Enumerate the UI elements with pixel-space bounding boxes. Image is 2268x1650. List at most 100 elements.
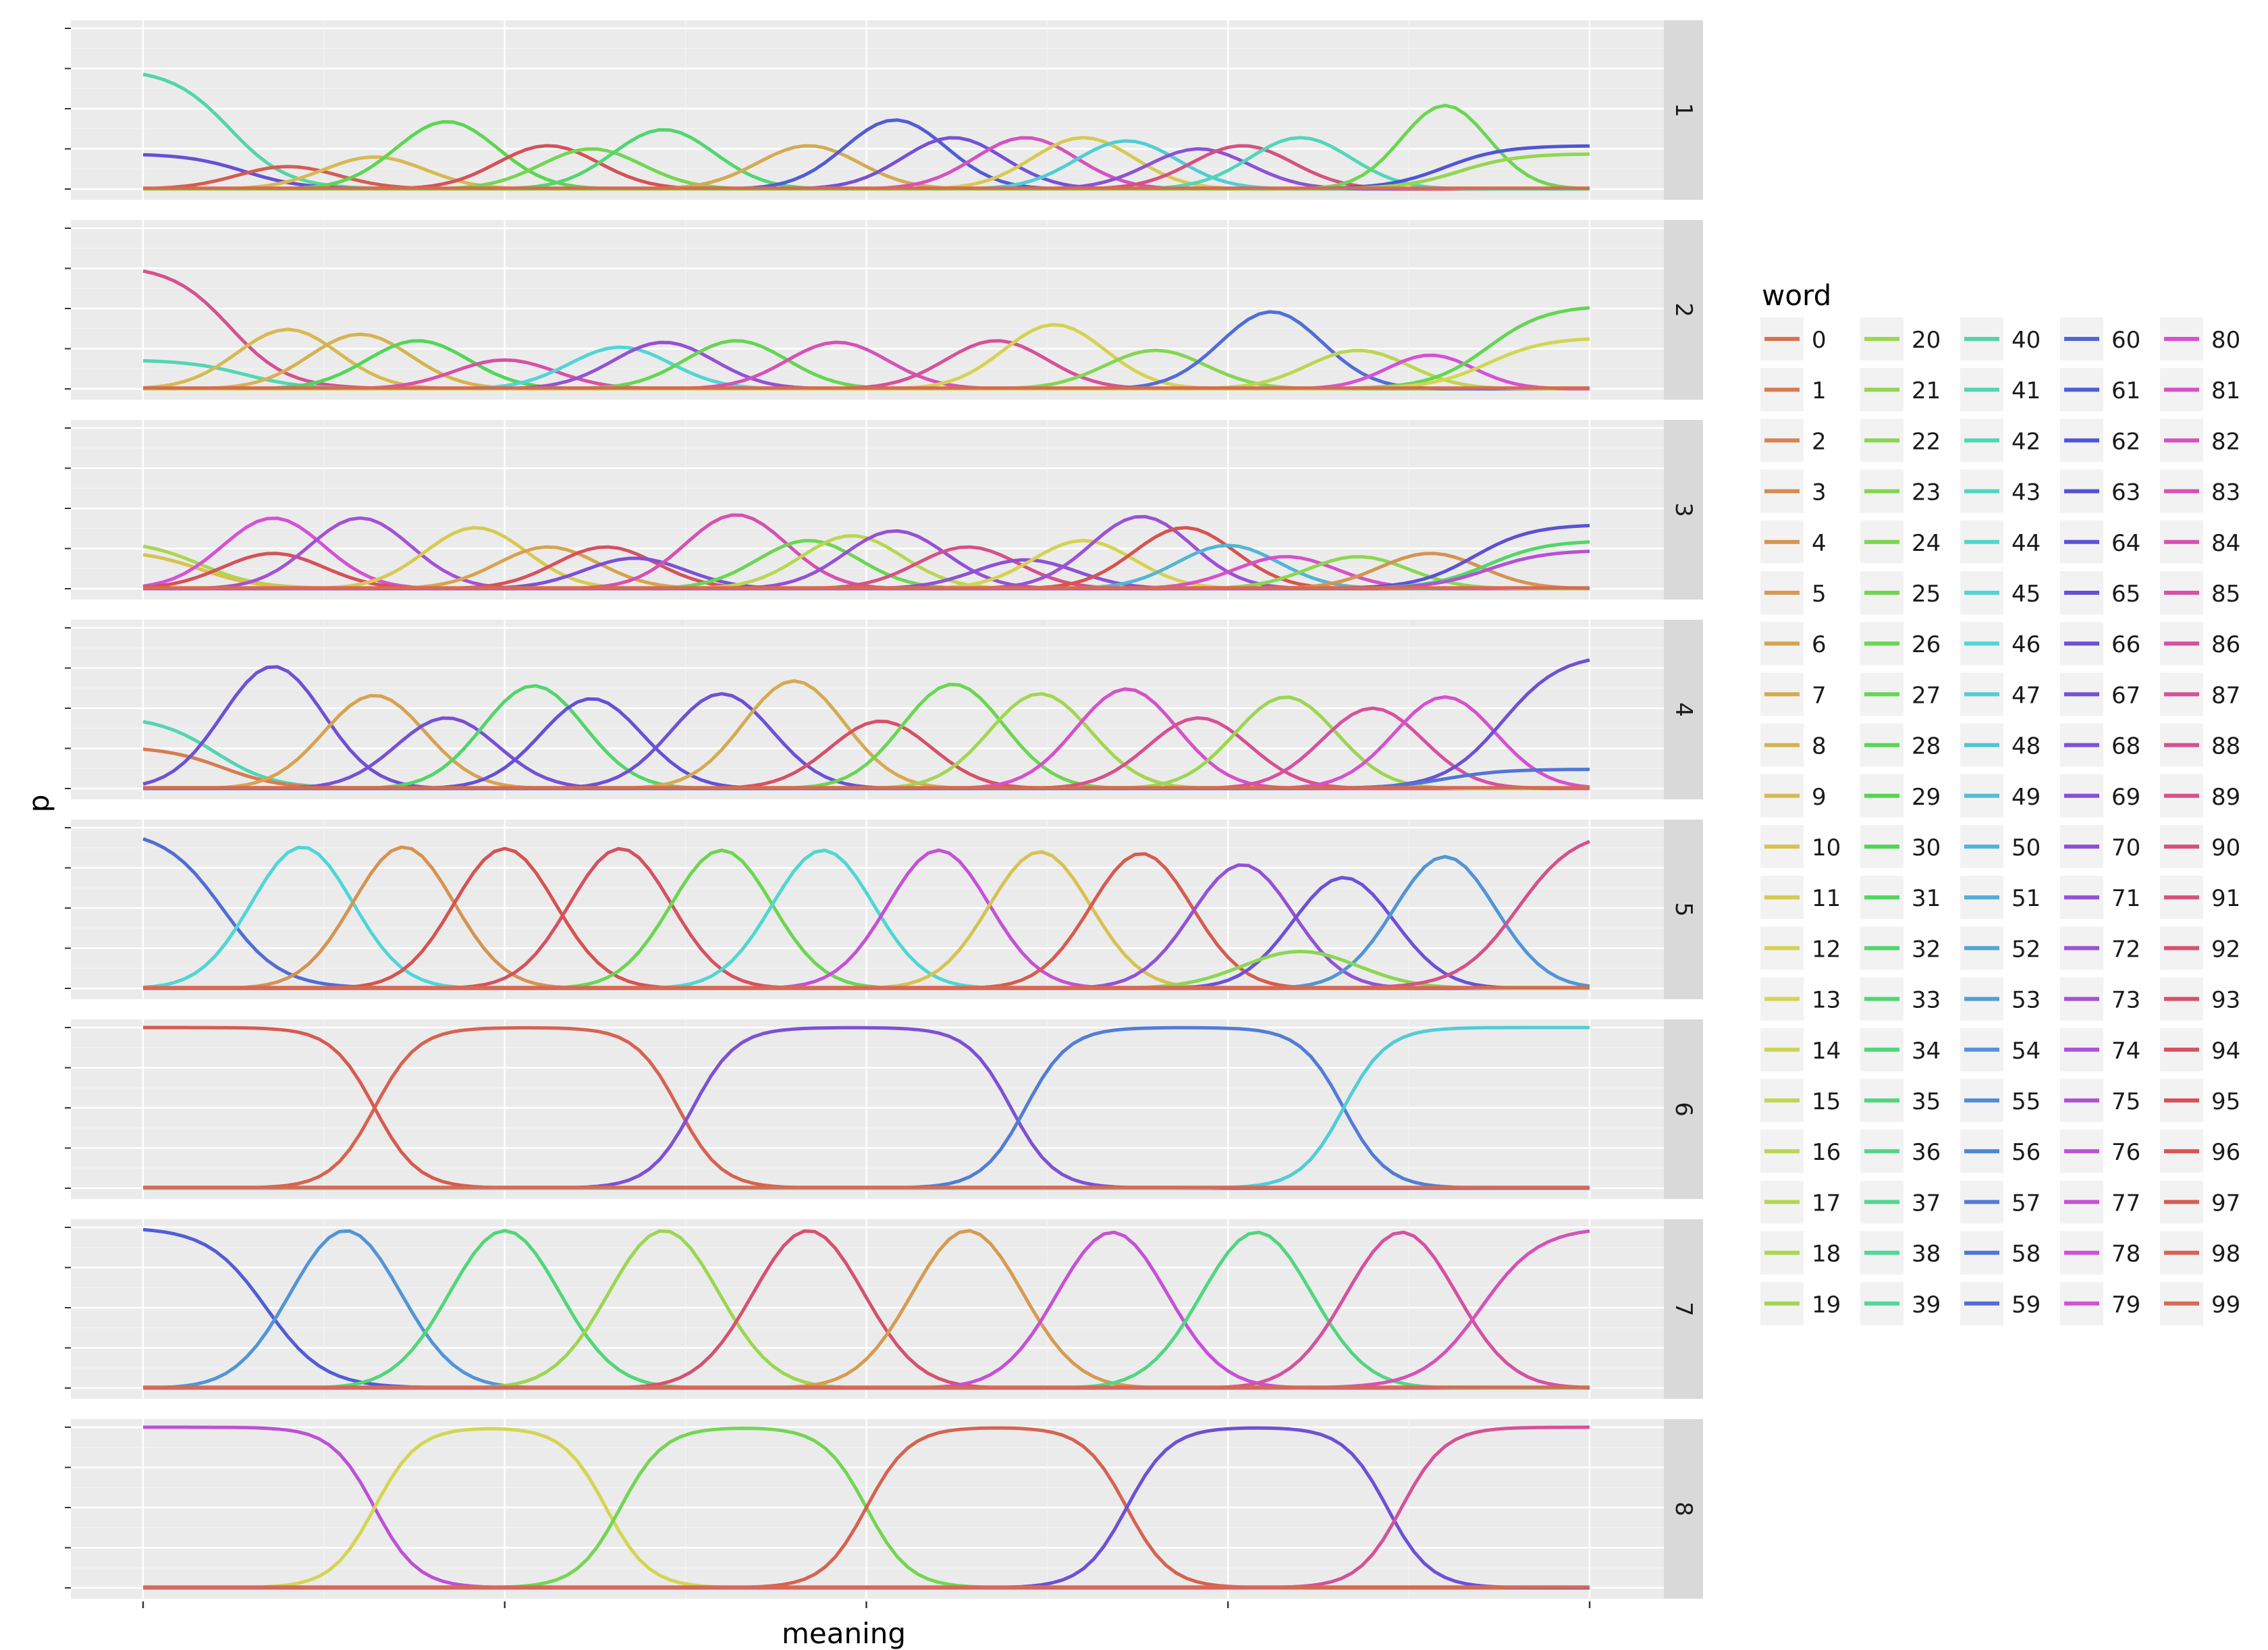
legend-item: 53 bbox=[1960, 977, 2041, 1021]
legend-label: 67 bbox=[2111, 682, 2140, 709]
legend-item: 79 bbox=[2060, 1281, 2140, 1325]
legend-label: 63 bbox=[2111, 479, 2140, 506]
legend-item: 25 bbox=[1860, 571, 1941, 614]
legend-item: 23 bbox=[1860, 469, 1941, 513]
legend-label: 57 bbox=[2012, 1190, 2041, 1217]
legend-label: 0 bbox=[1812, 327, 1827, 354]
legend-item: 50 bbox=[1960, 825, 2041, 868]
legend-label: 77 bbox=[2111, 1190, 2140, 1217]
legend-label: 76 bbox=[2111, 1139, 2140, 1166]
legend-item: 72 bbox=[2060, 926, 2140, 970]
legend-label: 54 bbox=[2012, 1038, 2041, 1065]
legend-item: 26 bbox=[1860, 622, 1941, 666]
legend-label: 99 bbox=[2211, 1292, 2240, 1319]
legend-item: 54 bbox=[1960, 1028, 2041, 1071]
legend-item: 8 bbox=[1760, 723, 1827, 767]
legend-item: 27 bbox=[1860, 672, 1941, 716]
facet-label: 4 bbox=[1670, 702, 1697, 717]
x-axis-label: meaning bbox=[782, 1617, 906, 1650]
legend-label: 78 bbox=[2111, 1241, 2140, 1268]
legend-label: 91 bbox=[2211, 885, 2240, 912]
legend-item: 28 bbox=[1860, 723, 1941, 767]
facet-panel: 7 bbox=[65, 1219, 1703, 1399]
legend-item: 73 bbox=[2060, 977, 2140, 1021]
legend-item: 65 bbox=[2060, 571, 2140, 614]
legend-label: 24 bbox=[1912, 530, 1941, 557]
legend-item: 17 bbox=[1760, 1180, 1841, 1224]
legend-label: 18 bbox=[1812, 1241, 1841, 1268]
legend-item: 78 bbox=[2060, 1231, 2140, 1275]
facet-panel: 3 bbox=[65, 420, 1703, 600]
legend-label: 92 bbox=[2211, 936, 2240, 963]
legend-item: 48 bbox=[1960, 723, 2041, 767]
legend-label: 98 bbox=[2211, 1241, 2240, 1268]
legend-item: 57 bbox=[1960, 1180, 2041, 1224]
panel-background bbox=[71, 420, 1664, 600]
legend-item: 96 bbox=[2160, 1129, 2240, 1173]
legend-item: 22 bbox=[1860, 419, 1941, 462]
legend-label: 11 bbox=[1812, 885, 1841, 912]
legend-item: 91 bbox=[2160, 876, 2240, 920]
panel-background bbox=[71, 20, 1664, 200]
legend: word 01234567891011121314151617181920212… bbox=[1760, 279, 2240, 1325]
legend-label: 90 bbox=[2211, 834, 2240, 861]
x-axis bbox=[142, 1601, 1591, 1608]
facet-panel: 5 bbox=[65, 820, 1703, 999]
legend-label: 64 bbox=[2111, 530, 2140, 557]
legend-label: 93 bbox=[2211, 987, 2240, 1014]
facet-strip bbox=[1664, 420, 1703, 600]
facet-strip bbox=[1664, 1219, 1703, 1399]
legend-item: 13 bbox=[1760, 977, 1841, 1021]
facet-label: 6 bbox=[1670, 1102, 1697, 1117]
legend-item: 97 bbox=[2160, 1180, 2240, 1224]
legend-label: 74 bbox=[2111, 1038, 2140, 1065]
legend-item: 42 bbox=[1960, 419, 2041, 462]
legend-label: 89 bbox=[2211, 784, 2240, 811]
facet-label: 5 bbox=[1670, 902, 1697, 917]
legend-item: 77 bbox=[2060, 1180, 2140, 1224]
panel-background bbox=[71, 220, 1664, 400]
legend-label: 61 bbox=[2111, 377, 2140, 404]
legend-item: 35 bbox=[1860, 1079, 1941, 1122]
legend-label: 42 bbox=[2012, 428, 2041, 455]
legend-label: 51 bbox=[2012, 885, 2041, 912]
legend-label: 4 bbox=[1812, 530, 1827, 557]
legend-label: 73 bbox=[2111, 987, 2140, 1014]
facet-label: 8 bbox=[1670, 1501, 1697, 1516]
legend-label: 38 bbox=[1912, 1241, 1941, 1268]
legend-item: 84 bbox=[2160, 520, 2240, 564]
legend-item: 24 bbox=[1860, 520, 1941, 564]
y-axis-label: p bbox=[22, 795, 55, 813]
facet-strip bbox=[1664, 20, 1703, 200]
legend-item: 21 bbox=[1860, 368, 1941, 412]
legend-label: 83 bbox=[2211, 479, 2240, 506]
legend-item: 92 bbox=[2160, 926, 2240, 970]
legend-item: 49 bbox=[1960, 774, 2041, 818]
legend-label: 87 bbox=[2211, 682, 2240, 709]
legend-label: 36 bbox=[1912, 1139, 1941, 1166]
legend-label: 7 bbox=[1812, 682, 1827, 709]
facet-panel: 2 bbox=[65, 220, 1703, 400]
legend-label: 28 bbox=[1912, 733, 1941, 760]
legend-item: 95 bbox=[2160, 1079, 2240, 1122]
legend-label: 81 bbox=[2211, 377, 2240, 404]
legend-label: 95 bbox=[2211, 1088, 2240, 1115]
legend-label: 6 bbox=[1812, 631, 1827, 658]
legend-item: 15 bbox=[1760, 1079, 1841, 1122]
legend-label: 43 bbox=[2012, 479, 2041, 506]
legend-item: 80 bbox=[2160, 317, 2240, 361]
legend-label: 31 bbox=[1912, 885, 1941, 912]
legend-label: 21 bbox=[1912, 377, 1941, 404]
legend-item: 99 bbox=[2160, 1281, 2240, 1325]
legend-item: 60 bbox=[2060, 317, 2140, 361]
legend-item: 58 bbox=[1960, 1231, 2041, 1275]
legend-label: 60 bbox=[2111, 327, 2140, 354]
legend-item: 83 bbox=[2160, 469, 2240, 513]
facet-strip bbox=[1664, 820, 1703, 999]
legend-label: 8 bbox=[1812, 733, 1827, 760]
legend-label: 17 bbox=[1812, 1190, 1841, 1217]
legend-item: 70 bbox=[2060, 825, 2140, 868]
legend-label: 97 bbox=[2211, 1190, 2240, 1217]
legend-item: 16 bbox=[1760, 1129, 1841, 1173]
